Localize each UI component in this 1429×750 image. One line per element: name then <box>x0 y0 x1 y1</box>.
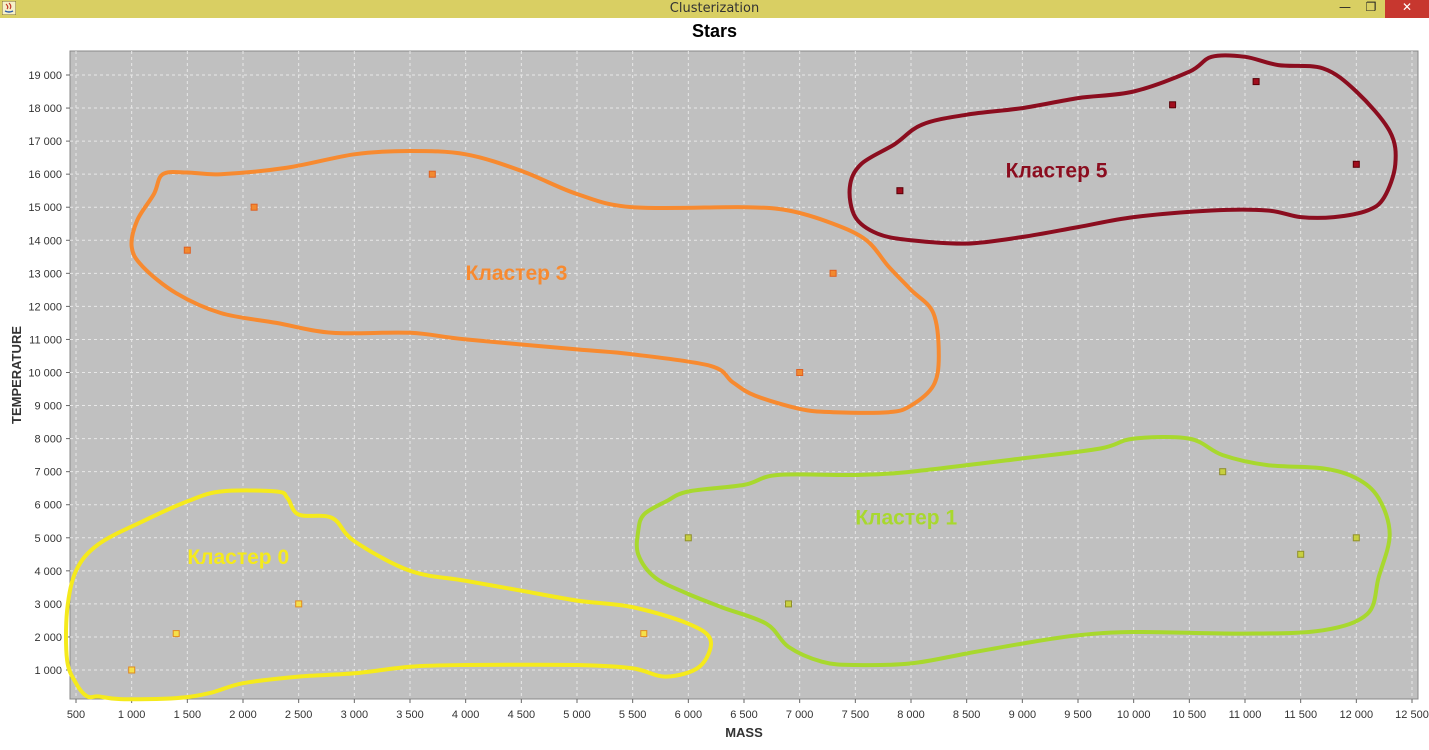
data-point <box>640 630 648 638</box>
cluster-label: Кластер 5 <box>1006 159 1108 182</box>
x-tick-label: 1 500 <box>174 709 202 721</box>
y-tick-label: 7 000 <box>34 467 62 479</box>
cluster-label: Кластер 3 <box>466 262 568 285</box>
x-tick-label: 10 000 <box>1117 709 1151 721</box>
axes: 500 1 000 1 500 2 000 2 500 3 000 3 500 4 000 4 … <box>28 70 1428 721</box>
cluster-outline <box>129 149 941 415</box>
data-point <box>684 534 692 542</box>
x-tick-label: 7 500 <box>842 709 870 721</box>
cluster-outlines <box>63 53 1398 702</box>
cluster-outline <box>847 53 1398 246</box>
x-tick-label: 3 000 <box>341 709 369 721</box>
y-tick-label: 2 000 <box>34 632 62 644</box>
y-tick-label: 18 000 <box>28 103 62 115</box>
y-tick-label: 4 000 <box>34 566 62 578</box>
x-tick-label: 2 000 <box>229 709 257 721</box>
x-tick-label: 11 500 <box>1284 709 1317 721</box>
y-tick-label: 10 000 <box>28 368 62 380</box>
y-tick-label: 3 000 <box>34 599 62 611</box>
x-tick-label: 12 000 <box>1340 709 1374 721</box>
cluster-labels: Кластер 0 Кластер 1 Кластер 3 Кластер 5 <box>187 159 1107 569</box>
data-point <box>428 170 436 178</box>
window-titlebar[interactable]: Clusterization — ❐ ✕ <box>0 0 1429 18</box>
y-tick-label: 8 000 <box>34 434 62 446</box>
x-tick-label: 500 <box>67 709 85 721</box>
y-axis-label: TEMPERATURE <box>9 326 24 424</box>
x-tick-label: 1 000 <box>118 709 146 721</box>
x-tick-label: 5 000 <box>563 709 591 721</box>
data-points <box>128 78 1360 674</box>
close-button[interactable]: ✕ <box>1385 0 1429 18</box>
cluster-outline <box>634 434 1392 668</box>
y-tick-label: 1 000 <box>34 665 62 677</box>
data-point <box>250 203 258 211</box>
x-tick-label: 12 500 <box>1395 709 1429 721</box>
data-point <box>295 600 303 608</box>
data-point <box>1352 160 1360 168</box>
x-tick-label: 8 000 <box>897 709 925 721</box>
data-point <box>1252 78 1260 86</box>
y-tick-label: 11 000 <box>29 334 62 346</box>
x-tick-label: 4 000 <box>452 709 480 721</box>
x-tick-label: 7 000 <box>786 709 814 721</box>
y-tick-label: 6 000 <box>34 500 62 512</box>
x-tick-label: 8 500 <box>953 709 981 721</box>
x-tick-label: 4 500 <box>508 709 536 721</box>
y-tick-label: 9 000 <box>34 401 62 413</box>
y-tick-label: 5 000 <box>34 533 62 545</box>
x-tick-label: 10 500 <box>1173 709 1207 721</box>
data-point <box>896 187 904 195</box>
x-tick-label: 11 000 <box>1229 709 1262 721</box>
data-point <box>183 246 191 254</box>
data-point <box>1352 534 1360 542</box>
x-axis-label: MASS <box>725 725 763 740</box>
chart-title: Stars <box>691 21 738 41</box>
grid-lines <box>70 51 1418 699</box>
y-tick-label: 12 000 <box>28 301 62 313</box>
cluster-label: Кластер 0 <box>187 546 289 569</box>
cluster-outline <box>63 488 713 702</box>
data-point <box>172 630 180 638</box>
data-point <box>785 600 792 608</box>
data-point <box>829 269 837 277</box>
y-tick-label: 13 000 <box>28 268 62 280</box>
window-title: Clusterization <box>669 1 760 16</box>
cluster-label: Кластер 1 <box>855 507 957 530</box>
y-tick-label: 15 000 <box>28 202 62 214</box>
data-point <box>128 666 136 674</box>
x-tick-label: 9 500 <box>1064 709 1092 721</box>
x-tick-label: 5 500 <box>619 709 647 721</box>
x-tick-label: 2 500 <box>285 709 313 721</box>
java-app-icon <box>2 1 16 15</box>
y-tick-label: 19 000 <box>28 70 62 82</box>
minimize-button[interactable]: — <box>1339 0 1351 14</box>
y-tick-label: 17 000 <box>28 136 62 148</box>
data-point <box>1219 468 1227 476</box>
x-tick-label: 6 000 <box>675 709 703 721</box>
data-point <box>796 369 804 376</box>
data-point <box>1297 550 1305 558</box>
y-tick-label: 16 000 <box>28 169 62 181</box>
maximize-button[interactable]: ❐ <box>1365 0 1377 14</box>
x-tick-label: 6 500 <box>730 709 758 721</box>
x-tick-label: 9 000 <box>1009 709 1037 721</box>
data-point <box>1169 101 1177 109</box>
x-tick-label: 3 500 <box>396 709 424 721</box>
y-tick-label: 14 000 <box>28 235 62 247</box>
